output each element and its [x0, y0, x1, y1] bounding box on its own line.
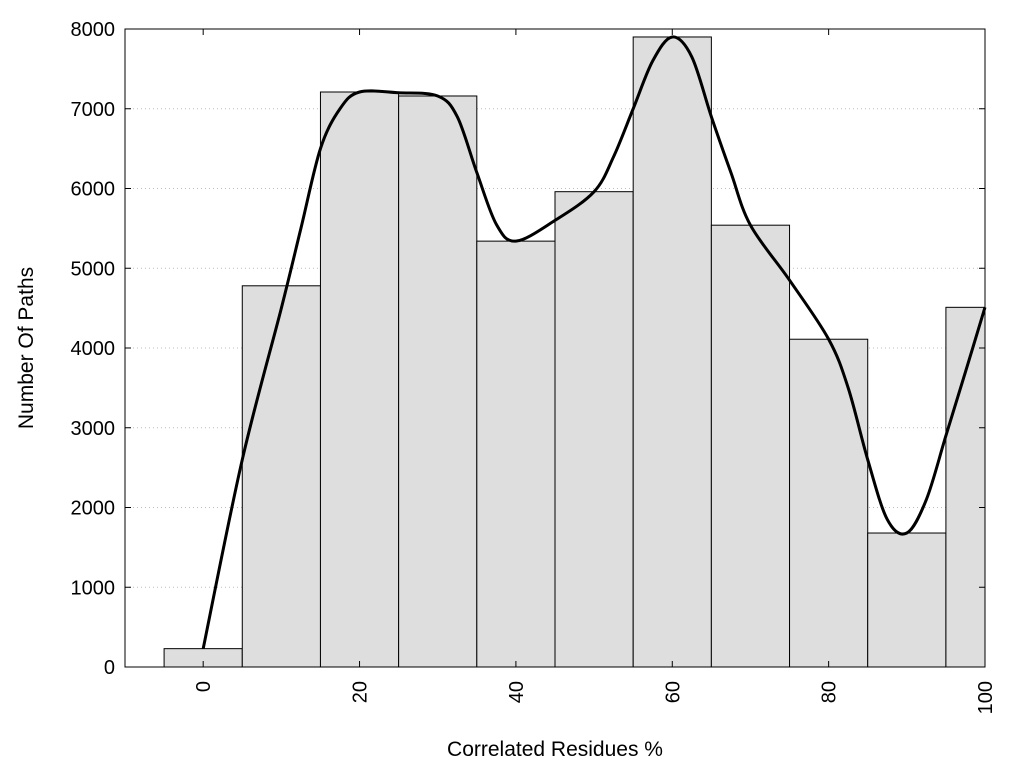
x-axis: 0 20 40 60 80 100	[193, 29, 997, 714]
x-tick-label: 0	[193, 681, 215, 692]
bar	[945, 306, 986, 668]
x-tick-label: 40	[506, 681, 528, 703]
bar	[241, 285, 321, 668]
y-tick-label: 5000	[71, 258, 116, 280]
x-tick-label: 60	[662, 681, 684, 703]
x-tick-label: 80	[819, 681, 841, 703]
y-tick-label: 8000	[71, 19, 116, 41]
y-axis: 0 1000 2000 3000 4000 5000 6000 7000 8000	[71, 19, 985, 679]
x-tick-label: 20	[350, 681, 372, 703]
y-tick-label: 1000	[71, 577, 116, 599]
y-tick-label: 0	[104, 657, 115, 679]
smoothed-curve	[201, 35, 987, 649]
bar	[476, 240, 556, 668]
bar	[632, 36, 712, 668]
x-tick-label: 100	[975, 681, 997, 714]
y-tick-label: 4000	[71, 338, 116, 360]
y-tick-label: 7000	[71, 99, 116, 121]
y-tick-label: 2000	[71, 498, 116, 520]
bar	[319, 91, 400, 668]
bar	[554, 191, 634, 668]
bar	[710, 224, 791, 668]
y-axis-title: Number Of Paths	[15, 267, 38, 429]
x-axis-title: Correlated Residues %	[447, 738, 663, 761]
bar	[789, 338, 869, 668]
bar	[398, 95, 478, 668]
bar	[867, 532, 947, 668]
y-tick-label: 6000	[71, 179, 116, 201]
curve-layer	[201, 35, 987, 649]
bars	[163, 36, 986, 668]
y-tick-label: 3000	[71, 418, 116, 440]
